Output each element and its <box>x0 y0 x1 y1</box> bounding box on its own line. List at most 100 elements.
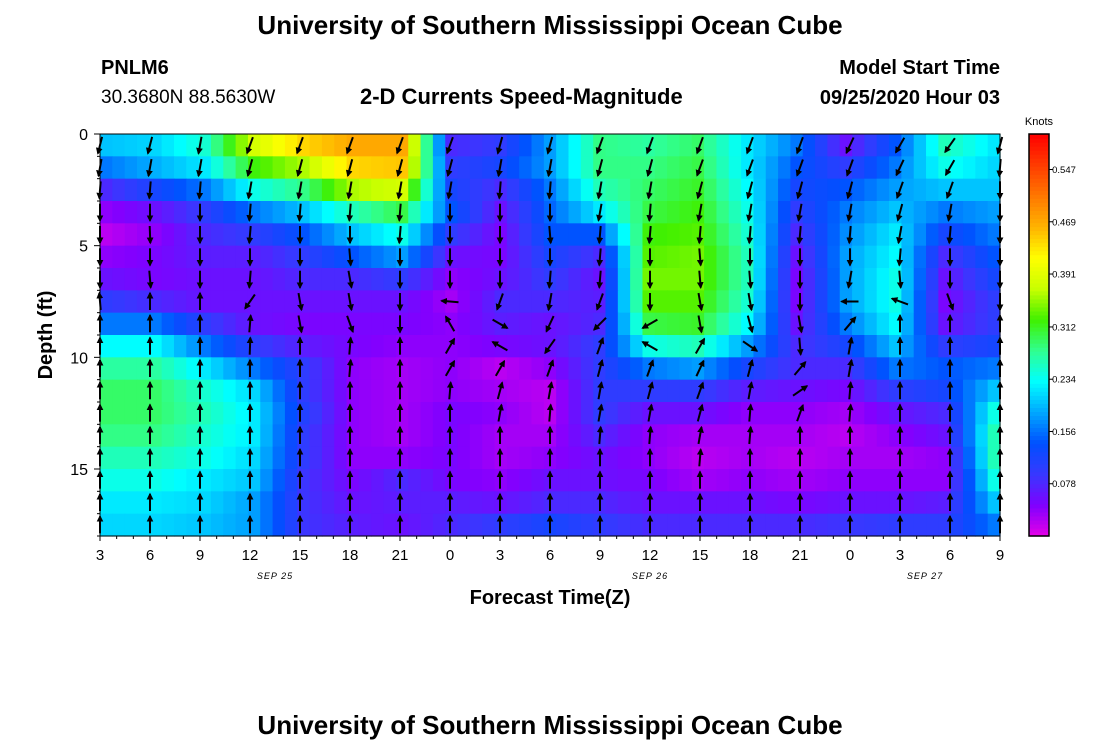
heatmap-cell <box>580 156 594 180</box>
heatmap-cell <box>568 402 582 425</box>
heatmap-cell <box>383 178 397 202</box>
heatmap-cell <box>975 424 989 448</box>
heatmap-cell <box>642 290 656 314</box>
heatmap-cell <box>395 424 409 448</box>
heatmap-cell <box>173 268 187 291</box>
heatmap-cell <box>124 245 138 269</box>
heatmap-cell <box>469 223 483 247</box>
heatmap-cell <box>827 513 841 537</box>
heatmap-cell <box>741 335 755 358</box>
heatmap-cell <box>531 469 545 492</box>
heatmap-cell <box>568 446 582 470</box>
heatmap-cell <box>284 201 298 224</box>
colorbar-segment <box>1029 439 1049 445</box>
heatmap-cell <box>161 134 175 157</box>
heatmap-cell <box>876 156 890 180</box>
colorbar-segment <box>1029 230 1049 236</box>
colorbar-segment <box>1029 150 1049 155</box>
current-vector <box>697 315 704 334</box>
heatmap-cell <box>408 178 422 202</box>
heatmap-cell <box>691 446 705 470</box>
colorbar-segment <box>1029 162 1049 167</box>
colorbar-segment <box>1029 471 1049 477</box>
current-vector <box>495 136 504 155</box>
current-vector <box>246 225 254 245</box>
heatmap-cell <box>371 446 385 470</box>
heatmap-cell <box>186 156 200 180</box>
heatmap-cell <box>186 335 200 358</box>
current-vector <box>246 203 254 222</box>
heatmap-cell <box>112 156 126 180</box>
colorbar-segment <box>1029 174 1049 179</box>
heatmap-cell <box>926 446 939 470</box>
current-vector <box>697 425 704 445</box>
current-vector <box>846 225 854 245</box>
heatmap-cell <box>753 491 767 515</box>
heatmap-cell <box>605 357 619 381</box>
heatmap-cell <box>876 290 890 314</box>
heatmap-cell <box>284 357 298 381</box>
heatmap-cell <box>556 156 570 180</box>
heatmap-cell <box>704 201 718 224</box>
current-vector <box>346 315 355 334</box>
heatmap-cell <box>667 156 681 180</box>
heatmap-cell <box>617 379 631 403</box>
current-vector <box>845 181 854 200</box>
heatmap-cell <box>272 379 286 403</box>
heatmap-cell <box>519 469 533 492</box>
heatmap-cell <box>815 469 828 492</box>
heatmap-cell <box>815 446 828 470</box>
colorbar-segment <box>1029 363 1049 368</box>
heatmap-cell <box>704 357 718 381</box>
colorbar-segment <box>1029 391 1049 396</box>
colorbar-segment <box>1029 431 1049 437</box>
heatmap-cell <box>112 268 126 291</box>
heatmap-cell <box>950 513 964 537</box>
heatmap-cell <box>728 357 742 381</box>
colorbar-segment <box>1029 246 1049 252</box>
heatmap-cell <box>346 223 360 247</box>
heatmap-cell <box>223 290 237 314</box>
heatmap-cell <box>100 469 113 492</box>
heatmap-cell <box>580 335 594 358</box>
current-vector <box>595 136 604 155</box>
heatmap-cell <box>124 201 138 224</box>
heatmap-cell <box>371 268 385 291</box>
heatmap-cell <box>235 134 249 157</box>
colorbar-segment <box>1029 234 1049 240</box>
colorbar-segment <box>1029 351 1049 356</box>
heatmap-cell <box>358 312 372 336</box>
heatmap-cell <box>519 156 533 180</box>
heatmap-cell <box>790 379 804 403</box>
y-tick-label: 0 <box>79 127 88 144</box>
heatmap-cell <box>556 513 570 537</box>
heatmap-cell <box>482 491 496 515</box>
heatmap-cell <box>161 245 175 269</box>
heatmap-cell <box>802 513 816 537</box>
heatmap-cell <box>457 201 471 224</box>
x-tick-label: 15 <box>292 547 309 564</box>
heatmap-cell <box>321 201 335 224</box>
heatmap-cell <box>173 201 187 224</box>
heatmap-cell <box>580 446 594 470</box>
heatmap-cell <box>124 491 138 515</box>
heatmap-cell <box>765 156 779 180</box>
heatmap-cell <box>420 156 434 180</box>
heatmap-cell <box>321 491 335 515</box>
colorbar-tick-label: 0.391 <box>1052 270 1076 281</box>
x-tick-label: 6 <box>946 547 954 564</box>
heatmap-cell <box>728 513 742 537</box>
heatmap-cell <box>432 491 446 515</box>
heatmap-cell <box>667 513 681 537</box>
current-vector <box>944 137 956 154</box>
colorbar-segment <box>1029 467 1049 473</box>
heatmap-cell <box>186 245 200 269</box>
colorbar-segment <box>1029 379 1049 384</box>
heatmap-cell <box>149 134 163 157</box>
heatmap-cell <box>987 491 1001 515</box>
heatmap-cell <box>617 134 631 157</box>
heatmap-cell <box>334 268 348 291</box>
heatmap-cell <box>124 268 138 291</box>
heatmap-cell <box>445 469 459 492</box>
heatmap-cell <box>630 245 644 269</box>
